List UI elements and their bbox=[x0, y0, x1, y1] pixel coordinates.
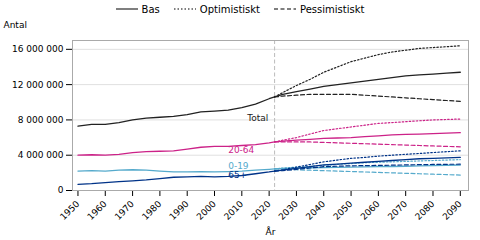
svg-text:2030: 2030 bbox=[277, 199, 300, 222]
svg-text:65+: 65+ bbox=[228, 170, 247, 180]
svg-text:År: År bbox=[266, 226, 276, 237]
html-text:Pessimistiskt: Pessimistiskt bbox=[300, 3, 365, 15]
svg-text:2070: 2070 bbox=[386, 199, 409, 222]
svg-text:1990: 1990 bbox=[167, 199, 190, 222]
svg-text:12 000 000: 12 000 000 bbox=[12, 79, 64, 89]
svg-text:2090: 2090 bbox=[440, 199, 463, 222]
svg-text:2010: 2010 bbox=[222, 199, 245, 222]
svg-text:2080: 2080 bbox=[413, 199, 436, 222]
svg-text:2040: 2040 bbox=[304, 199, 327, 222]
svg-text:1980: 1980 bbox=[140, 199, 163, 222]
svg-text:20-64: 20-64 bbox=[228, 145, 254, 155]
svg-text:1950: 1950 bbox=[58, 199, 81, 222]
svg-text:0: 0 bbox=[58, 185, 64, 195]
svg-text:2060: 2060 bbox=[359, 199, 382, 222]
svg-text:0-19: 0-19 bbox=[228, 161, 249, 171]
svg-text:2020: 2020 bbox=[249, 199, 272, 222]
svg-text:16 000 000: 16 000 000 bbox=[12, 44, 64, 54]
svg-text:2000: 2000 bbox=[195, 199, 218, 222]
svg-text:2050: 2050 bbox=[331, 199, 354, 222]
svg-text:4 000 000: 4 000 000 bbox=[18, 150, 64, 160]
html-text:Bas: Bas bbox=[141, 3, 160, 15]
svg-text:8 000 000: 8 000 000 bbox=[18, 115, 64, 125]
svg-text:Total: Total bbox=[246, 113, 268, 123]
html-text:Optimistiskt: Optimistiskt bbox=[199, 3, 260, 15]
svg-text:1960: 1960 bbox=[85, 199, 108, 222]
svg-text:1970: 1970 bbox=[113, 199, 136, 222]
svg-text:Antal: Antal bbox=[4, 20, 27, 30]
